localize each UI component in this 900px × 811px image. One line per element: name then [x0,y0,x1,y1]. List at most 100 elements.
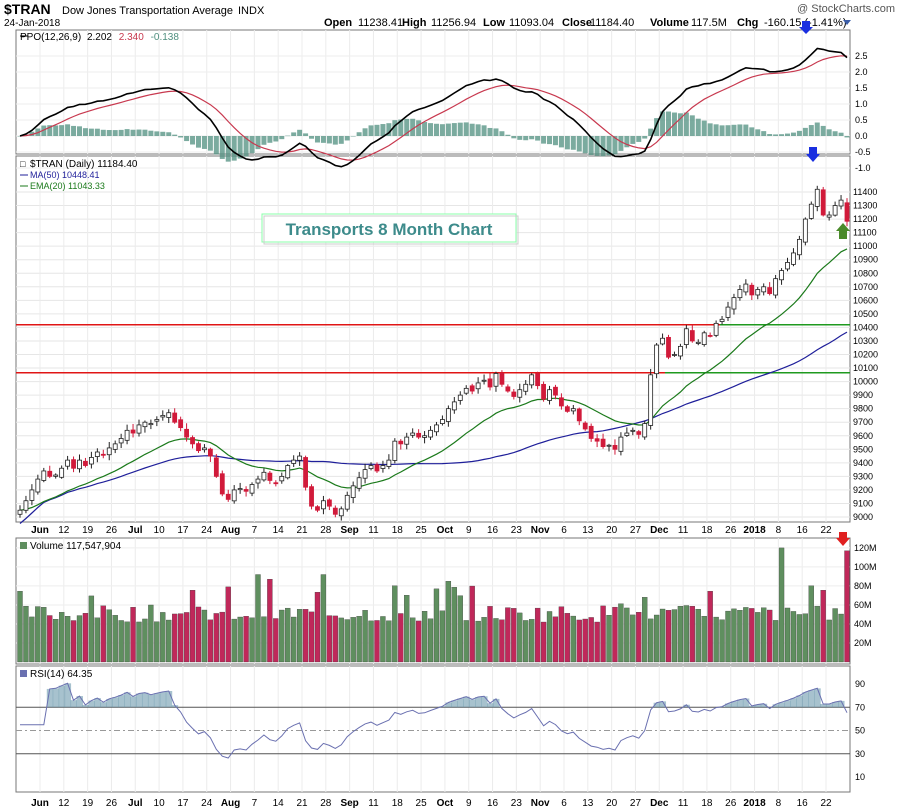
volume-bar-up [160,612,166,663]
rsi-plot [20,682,848,759]
volume-bar-down [225,586,231,663]
ppo-histogram-bar [481,125,487,136]
ppo-histogram-bar [243,136,249,157]
rsi-overbought-fill [790,698,797,708]
ppo-histogram-bar [100,129,106,136]
high-value: 11256.94 [431,17,476,29]
price-tick-label: 9300 [853,471,873,481]
candle-down [100,453,106,456]
volume-bar-down [552,616,559,663]
ppo-tick-label: 2.5 [855,51,868,61]
ppo-histogram-bar [844,136,850,138]
volume-bar-down [689,606,695,663]
candle-up [785,262,790,270]
x-axis-label-bottom: 16 [797,798,809,809]
ppo-histogram-bar [350,136,356,137]
candle-down [576,408,582,422]
volume-bar-down [534,607,541,663]
ppo-histogram-bar [707,123,713,136]
ppo-histogram-bar [433,123,439,136]
candle-up [428,429,433,438]
x-axis-label-bottom: 27 [630,798,642,809]
candle-up [249,484,255,494]
x-axis-label-bottom: 11 [678,798,689,809]
ppo-histogram-bar [380,124,386,136]
x-axis-label: Nov [531,525,550,536]
rsi-overbought-fill [153,693,161,708]
candle-down [309,486,314,507]
ppo-histogram-bar [112,130,118,136]
ppo-histogram-bar [779,134,785,136]
candle-down [844,202,850,222]
rsi-overbought-fill [659,701,667,708]
volume-bar-up [606,615,612,663]
candle-up [392,440,398,461]
ppo-histogram-bar [53,125,59,136]
candle-down [178,419,184,429]
volume-bar-up [463,620,469,663]
ppo-tick-label: -1.0 [855,163,871,173]
ema20-line [19,248,848,511]
x-axis-label-bottom: 19 [82,798,94,809]
ppo-histogram-bar [558,136,564,148]
x-axis-label: 12 [58,525,70,536]
volume-bar-up [356,616,362,663]
volume-plot [17,547,850,663]
volume-bar-down [707,591,713,663]
candle-up [154,419,160,422]
x-axis-label: 16 [797,525,809,536]
price-tick-label: 10200 [853,350,878,360]
candle-up [517,389,523,398]
x-axis-label-bottom: Sep [340,798,358,809]
candle-up [53,474,59,477]
candle-down [612,444,618,450]
ohlc-line: Open 11238.41 High 11256.94 Low 11093.04… [324,17,847,29]
ppo-histogram-bar [124,129,130,136]
ppo-histogram-bar [178,136,184,138]
volume-bar-up [338,617,344,663]
volume-bar-up [279,609,285,663]
rsi-overbought-fill [58,685,66,708]
candle-down [416,432,422,438]
ppo-histogram-bar [713,124,719,136]
ppo-histogram-bar [796,130,802,136]
candle-up [755,289,761,296]
ppo-histogram-bar [303,133,309,136]
rsi-overbought-fill [492,698,500,708]
candle-up [606,444,612,447]
rsi-tick-label: 30 [855,749,865,759]
volume-bar-up [261,616,267,663]
volume-bar-down [540,621,547,663]
volume-bar-up [166,619,172,663]
volume-bar-up [427,618,434,663]
candle-up [672,354,677,356]
volume-bar-up [64,616,71,663]
ppo-histogram-bar [606,136,612,156]
candle-up [160,415,166,418]
volume-bar-down [594,621,600,663]
candle-up [832,205,838,216]
volume-bar-down [636,612,642,663]
ppo-histogram-bar [297,129,303,136]
candle-up [231,489,237,502]
dropdown-arrow-icon[interactable] [843,20,851,25]
watermark: @ StockCharts.com [797,3,895,15]
volume-bar-up [237,616,243,663]
x-axis-label: 26 [106,525,118,536]
rsi-overbought-fill [487,703,494,708]
volume-bar-up [755,612,761,663]
candle-up [481,379,487,382]
ppo-histogram-bar [826,129,832,136]
candle-down [564,406,570,412]
ppo-histogram-bar [737,124,743,136]
volume-bar-down [183,612,190,663]
volume-bar-up [404,595,410,663]
x-axis-label: 6 [561,525,567,536]
x-axis-label: 19 [82,525,94,536]
ppo-histogram-bar [225,136,231,162]
rsi-panel [15,665,851,793]
volume-bar-up [630,614,636,663]
ppo-histogram-bar [517,136,523,140]
ppo-histogram-bar [660,111,666,136]
volume-bar-up [201,609,208,663]
